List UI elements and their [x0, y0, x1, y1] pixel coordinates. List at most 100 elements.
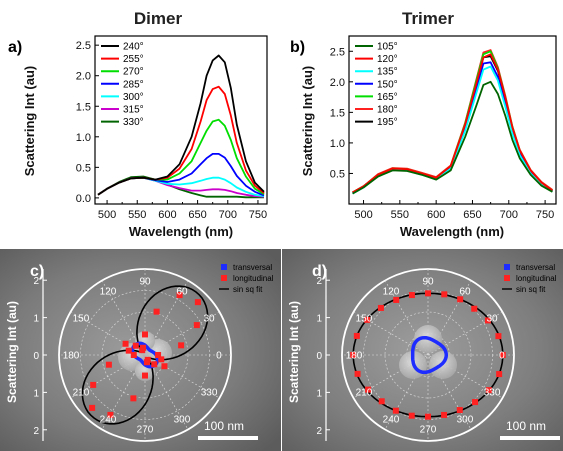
longitudinal-point — [499, 352, 506, 358]
legend-entry: sin sq fit — [516, 285, 546, 294]
longitudinal-point — [456, 407, 463, 414]
angle-tick-label: 60 — [459, 286, 471, 297]
legend-swatch — [221, 275, 227, 281]
longitudinal-point — [496, 371, 503, 378]
legend-entry: 315° — [123, 105, 144, 116]
longitudinal-point — [393, 296, 400, 303]
longitudinal-point — [457, 296, 464, 303]
legend-entry: 300° — [123, 92, 144, 103]
x-tick-label: 600 — [427, 209, 445, 221]
legend-entry: longitudinal — [233, 274, 274, 283]
series-line-330deg — [97, 175, 264, 199]
transversal-data — [410, 335, 449, 375]
series-line-120deg — [352, 53, 553, 194]
legend-entry: 285° — [123, 79, 144, 90]
plot-frame — [348, 35, 557, 205]
angle-tick-label: 120 — [100, 286, 117, 297]
scale-bar-label: 100 nm — [506, 419, 546, 433]
legend-entry: 135° — [377, 67, 398, 78]
longitudinal-point — [350, 352, 357, 358]
legend-entry: transversal — [233, 263, 272, 272]
longitudinal-point — [425, 290, 431, 297]
longitudinal-point — [130, 395, 137, 402]
radial-tick-label: 1 — [33, 388, 39, 399]
radial-tick-label: 2 — [33, 276, 39, 287]
x-tick-label: 600 — [158, 209, 176, 221]
longitudinal-point — [158, 356, 165, 363]
angle-tick-label: 0 — [499, 351, 505, 362]
angle-tick-label: 30 — [486, 314, 498, 325]
longitudinal-point — [471, 305, 478, 312]
plot-frame — [94, 35, 268, 205]
scale-bar — [198, 436, 258, 440]
y-axis-title: Scattering Int (au) — [22, 66, 37, 177]
y-axis-title: Scattering Int (au) — [287, 301, 301, 403]
longitudinal-point — [125, 347, 132, 354]
radial-tick-label: 2 — [316, 276, 322, 287]
legend-entry: 120° — [377, 54, 398, 65]
longitudinal-point — [176, 292, 183, 299]
angle-tick-label: 30 — [203, 314, 215, 325]
legend-entry: 255° — [123, 54, 144, 65]
y-tick-label: 2.5 — [76, 40, 91, 52]
angle-tick-label: 210 — [356, 387, 373, 398]
panel-label-d: d) — [312, 263, 327, 280]
angle-tick-label: 210 — [73, 387, 90, 398]
x-axis-title: Wavelength (nm) — [129, 224, 233, 239]
angle-tick-label: 330 — [201, 387, 218, 398]
angle-tick-label: 90 — [139, 277, 151, 288]
legend-entry: 165° — [377, 92, 398, 103]
x-tick-label: 750 — [536, 209, 554, 221]
radial-tick-label: 2 — [33, 426, 39, 437]
legend-entry: 180° — [377, 105, 398, 116]
y-tick-label: 0.5 — [330, 168, 345, 180]
legend-swatch — [504, 275, 510, 281]
panel-label-a: a) — [8, 39, 22, 56]
x-tick-label: 550 — [391, 209, 409, 221]
angle-tick-label: 240 — [100, 415, 117, 426]
radial-tick-label: 1 — [316, 314, 322, 325]
angle-tick-label: 0 — [216, 351, 222, 362]
longitudinal-point — [142, 331, 148, 338]
y-tick-label: 2.0 — [330, 77, 345, 89]
y-tick-label: 0.0 — [76, 193, 91, 205]
longitudinal-point — [485, 387, 492, 394]
nanoparticle — [135, 331, 155, 351]
legend-entry: sin sq fit — [233, 285, 263, 294]
x-tick-label: 700 — [500, 209, 518, 221]
longitudinal-point — [151, 361, 158, 368]
radial-tick-label: 2 — [316, 426, 322, 437]
angle-tick-label: 150 — [356, 314, 373, 325]
y-tick-label: 0.5 — [76, 162, 91, 174]
series-line-105deg — [352, 80, 553, 195]
x-tick-label: 500 — [354, 209, 372, 221]
longitudinal-point — [161, 363, 168, 370]
y-tick-label: 1.0 — [330, 138, 345, 150]
longitudinal-point — [139, 347, 146, 354]
angle-tick-label: 60 — [176, 286, 188, 297]
scale-bar — [500, 436, 560, 440]
angle-tick-label: 300 — [457, 415, 474, 426]
longitudinal-point — [365, 386, 372, 393]
longitudinal-point — [354, 370, 361, 377]
x-tick-label: 750 — [249, 209, 267, 221]
longitudinal-point — [353, 332, 360, 339]
polar-grid-ring — [101, 311, 189, 399]
scale-bar-label: 100 nm — [204, 419, 244, 433]
angle-tick-label: 120 — [383, 286, 400, 297]
angle-tick-label: 180 — [346, 351, 363, 362]
legend-entry: longitudinal — [516, 274, 557, 283]
legend-entry: 150° — [377, 79, 398, 90]
x-axis-title: Wavelength (nm) — [400, 224, 504, 239]
longitudinal-point — [364, 316, 371, 323]
angle-tick-label: 150 — [73, 314, 90, 325]
longitudinal-point — [142, 372, 148, 379]
dimer-spectra-chart: 500 550 600 650 700 750 0.0 0.5 1.0 1.5 2.0 2.5 24… — [22, 35, 268, 239]
longitudinal-point — [122, 340, 129, 347]
longitudinal-point — [392, 407, 399, 414]
y-axis-title: Scattering Int (au) — [300, 66, 315, 177]
longitudinal-point — [130, 352, 137, 358]
longitudinal-point — [144, 356, 151, 363]
longitudinal-point — [441, 291, 448, 298]
